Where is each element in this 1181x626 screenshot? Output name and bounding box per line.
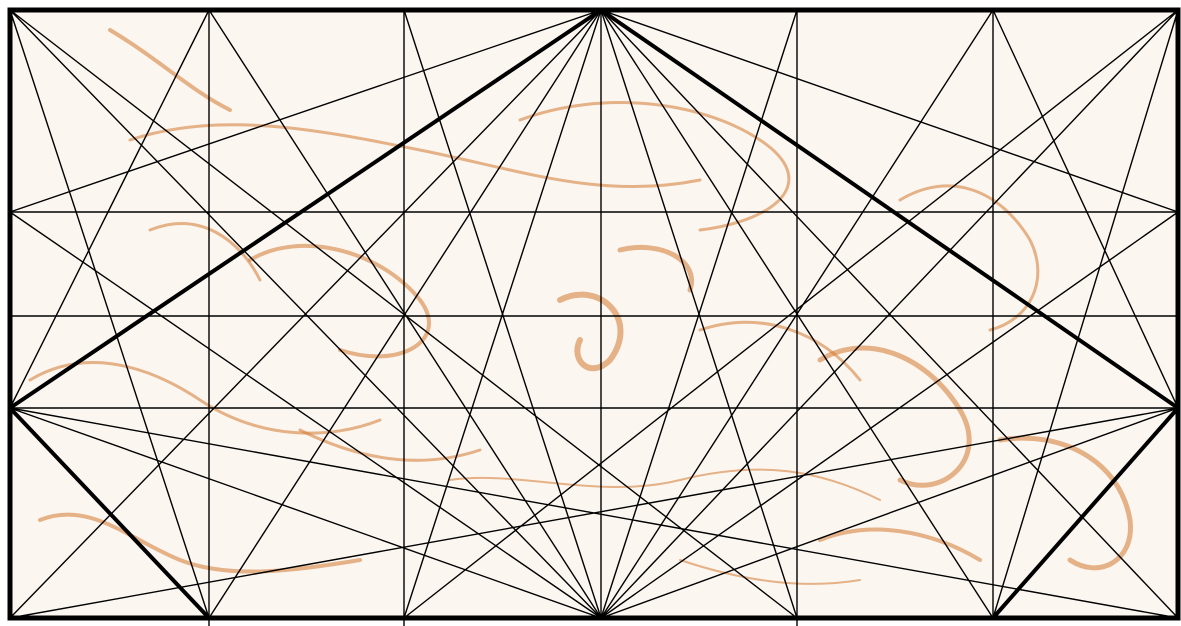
stroke <box>617 244 695 293</box>
diagonal <box>9 9 602 213</box>
diagonal <box>9 9 798 619</box>
stroke <box>817 345 972 488</box>
diagonal <box>9 9 602 619</box>
diagonal <box>403 9 602 619</box>
chalk-sketch <box>28 28 1133 585</box>
diagonal <box>600 9 798 619</box>
paper <box>10 10 1178 618</box>
diagonal <box>9 211 602 619</box>
stroke <box>679 559 861 585</box>
diagonal <box>9 9 210 619</box>
diagonal <box>600 407 1179 619</box>
stroke <box>298 428 482 462</box>
diagonal <box>403 9 1179 619</box>
stroke <box>38 512 362 574</box>
diagonal <box>992 9 1179 409</box>
diagonal <box>600 9 1179 619</box>
stroke <box>108 28 232 112</box>
thick-line <box>991 406 1180 620</box>
stroke <box>898 184 1040 332</box>
stroke <box>557 291 624 372</box>
stroke <box>148 222 262 282</box>
stroke <box>818 527 982 562</box>
construction-lines <box>9 9 1179 626</box>
stroke <box>449 468 881 501</box>
stroke <box>248 243 431 359</box>
diagonal <box>600 211 1179 619</box>
diagonal <box>600 9 1179 213</box>
thick-line <box>8 406 211 620</box>
stroke <box>997 435 1133 571</box>
diagonal <box>992 9 1179 619</box>
diagonal <box>208 9 602 619</box>
stroke <box>128 123 702 189</box>
frame <box>7 7 1181 621</box>
diagonal <box>9 407 1179 619</box>
diagonal <box>9 407 602 619</box>
diagonal <box>9 9 210 409</box>
main-lines <box>7 7 1181 621</box>
stroke <box>518 101 791 232</box>
